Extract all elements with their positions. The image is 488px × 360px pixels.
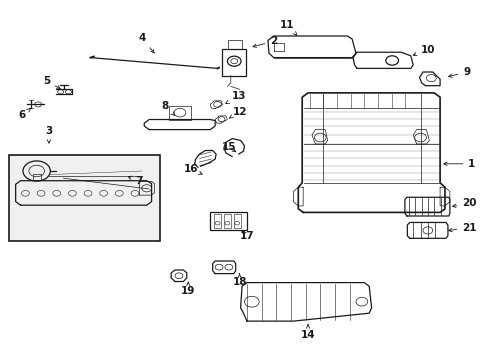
Bar [168,106,190,120]
Text: 14: 14 [300,324,315,340]
Text: 4: 4 [138,33,154,53]
Bar [9,155,160,241]
Bar [233,214,240,228]
Text: 13: 13 [225,91,245,104]
Bar [224,214,230,228]
Text: 11: 11 [280,20,296,35]
Text: 19: 19 [181,282,195,296]
Text: 17: 17 [239,231,254,241]
Bar [222,49,245,76]
Text: 1: 1 [443,159,474,169]
Text: 21: 21 [448,222,476,233]
Text: 2: 2 [252,36,277,48]
Text: 15: 15 [221,141,236,152]
Bar [227,40,241,49]
Text: 5: 5 [43,76,60,89]
Text: 7: 7 [128,176,143,186]
Bar [210,212,246,230]
Text: 9: 9 [447,67,469,77]
Bar [214,214,221,228]
Bar [9,155,160,241]
Text: 18: 18 [232,274,246,287]
Bar [33,174,41,180]
Text: 12: 12 [229,107,246,118]
Text: 20: 20 [451,198,476,208]
Text: 3: 3 [45,126,52,143]
Text: 16: 16 [183,164,202,174]
Text: 10: 10 [412,45,434,55]
Text: 6: 6 [19,108,31,120]
Text: 8: 8 [162,101,174,115]
